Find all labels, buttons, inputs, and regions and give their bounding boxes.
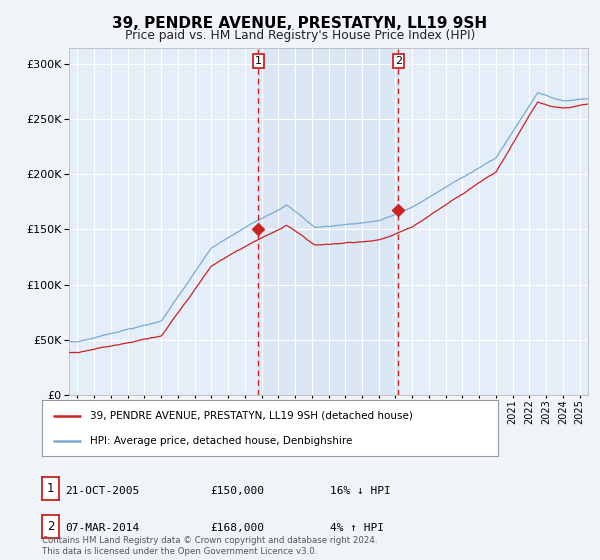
Text: 21-OCT-2005: 21-OCT-2005 — [65, 486, 139, 496]
Text: 07-MAR-2014: 07-MAR-2014 — [65, 523, 139, 533]
Text: Contains HM Land Registry data © Crown copyright and database right 2024.
This d: Contains HM Land Registry data © Crown c… — [42, 536, 377, 556]
Text: £150,000: £150,000 — [210, 486, 264, 496]
Text: 1: 1 — [255, 57, 262, 66]
Text: 1: 1 — [47, 482, 54, 495]
Text: Price paid vs. HM Land Registry's House Price Index (HPI): Price paid vs. HM Land Registry's House … — [125, 29, 475, 42]
Text: 39, PENDRE AVENUE, PRESTATYN, LL19 9SH: 39, PENDRE AVENUE, PRESTATYN, LL19 9SH — [112, 16, 488, 31]
Text: HPI: Average price, detached house, Denbighshire: HPI: Average price, detached house, Denb… — [90, 436, 352, 446]
Bar — [259, 48, 398, 395]
Text: £168,000: £168,000 — [210, 523, 264, 533]
Text: 39, PENDRE AVENUE, PRESTATYN, LL19 9SH (detached house): 39, PENDRE AVENUE, PRESTATYN, LL19 9SH (… — [90, 410, 413, 421]
Text: 4% ↑ HPI: 4% ↑ HPI — [330, 523, 384, 533]
Text: 2: 2 — [395, 57, 402, 66]
Text: 2: 2 — [47, 520, 54, 533]
Text: 16% ↓ HPI: 16% ↓ HPI — [330, 486, 391, 496]
